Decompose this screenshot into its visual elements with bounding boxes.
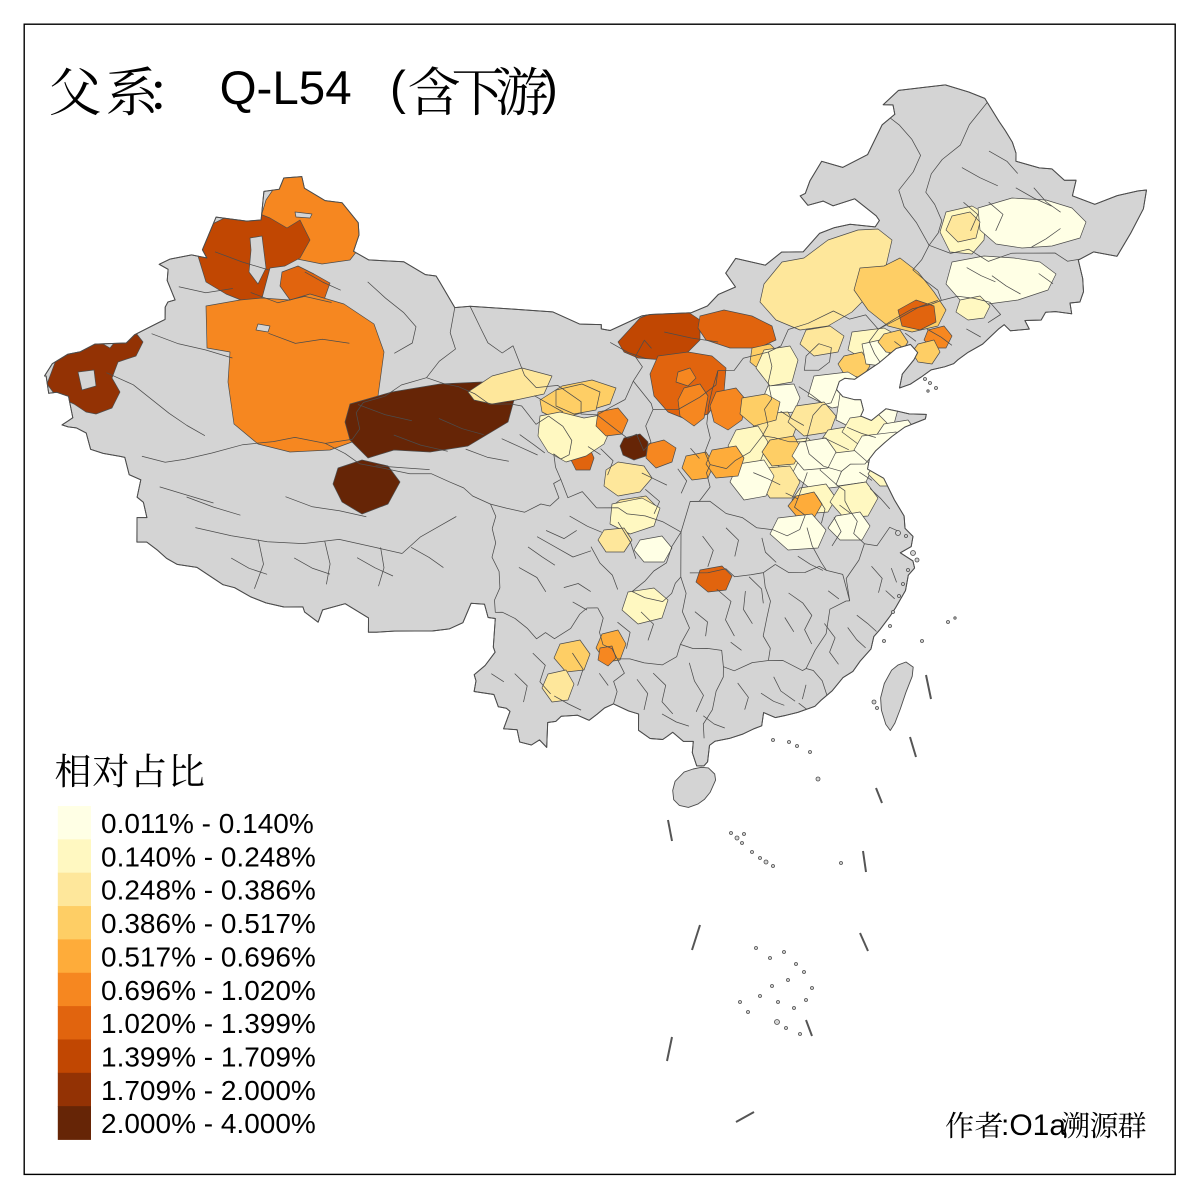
svg-text:0.696% - 1.020%: 0.696% - 1.020% bbox=[101, 975, 316, 1006]
svg-text:2.000% - 4.000%: 2.000% - 4.000% bbox=[101, 1108, 316, 1139]
svg-text:0.517% - 0.696%: 0.517% - 0.696% bbox=[101, 941, 316, 972]
svg-text:(: ( bbox=[390, 62, 406, 115]
svg-text:): ) bbox=[542, 62, 558, 115]
svg-text:1.020% - 1.399%: 1.020% - 1.399% bbox=[101, 1008, 316, 1039]
svg-text:0.386% - 0.517%: 0.386% - 0.517% bbox=[101, 908, 316, 939]
svg-text:1.399% - 1.709%: 1.399% - 1.709% bbox=[101, 1041, 316, 1072]
svg-text:0.140% - 0.248%: 0.140% - 0.248% bbox=[101, 841, 316, 872]
svg-text::O1a: :O1a bbox=[1001, 1109, 1066, 1142]
svg-text:1.709% - 2.000%: 1.709% - 2.000% bbox=[101, 1075, 316, 1106]
svg-text:0.248% - 0.386%: 0.248% - 0.386% bbox=[101, 875, 316, 906]
svg-text:0.011% - 0.140%: 0.011% - 0.140% bbox=[101, 808, 314, 839]
svg-text:Q-L54: Q-L54 bbox=[220, 62, 352, 115]
